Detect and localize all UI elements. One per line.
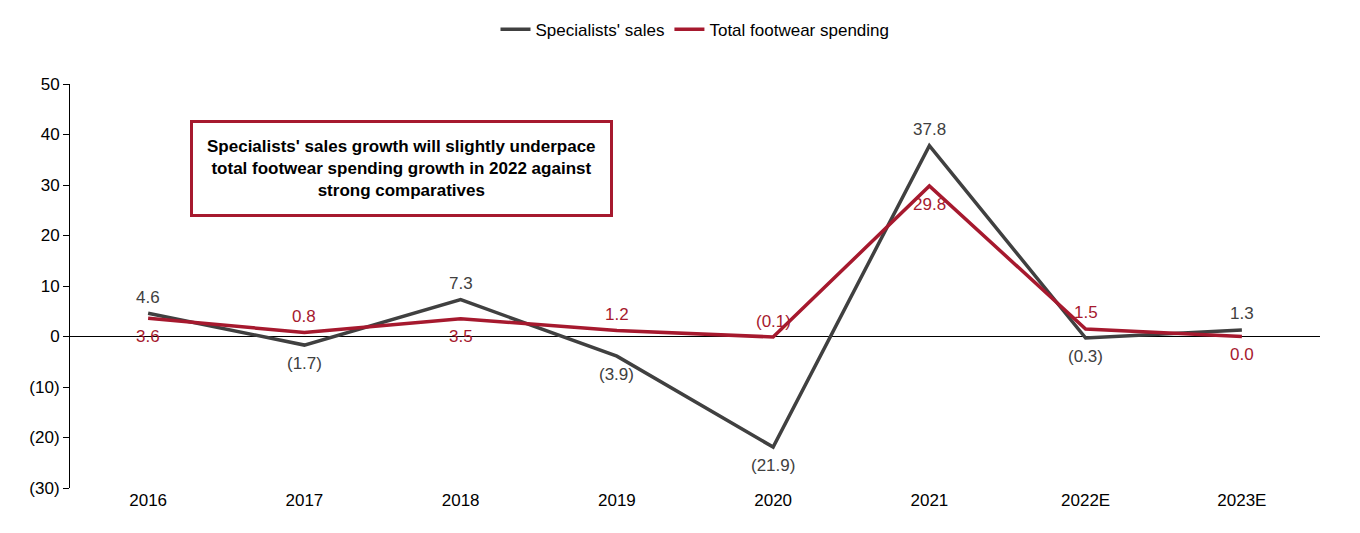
svg-text:0: 0 bbox=[50, 327, 59, 346]
svg-text:Total footwear spending: Total footwear spending bbox=[709, 21, 889, 40]
svg-text:2016: 2016 bbox=[129, 491, 167, 510]
svg-text:Specialists' sales growth will: Specialists' sales growth will slightly … bbox=[207, 137, 596, 200]
svg-text:29.8: 29.8 bbox=[913, 195, 946, 214]
svg-text:10: 10 bbox=[41, 277, 60, 296]
svg-text:2019: 2019 bbox=[598, 491, 636, 510]
svg-text:2017: 2017 bbox=[285, 491, 323, 510]
svg-text:7.3: 7.3 bbox=[449, 274, 473, 293]
svg-text:1.5: 1.5 bbox=[1074, 303, 1098, 322]
svg-text:(10): (10) bbox=[29, 378, 59, 397]
svg-text:2023E: 2023E bbox=[1217, 491, 1266, 510]
svg-text:4.6: 4.6 bbox=[136, 288, 160, 307]
svg-text:(1.7): (1.7) bbox=[287, 354, 322, 373]
svg-text:2020: 2020 bbox=[754, 491, 792, 510]
svg-text:(20): (20) bbox=[29, 428, 59, 447]
svg-text:0.0: 0.0 bbox=[1230, 345, 1254, 364]
svg-text:Specialists' sales: Specialists' sales bbox=[536, 21, 665, 40]
svg-text:1.2: 1.2 bbox=[605, 305, 629, 324]
svg-text:1.3: 1.3 bbox=[1230, 304, 1254, 323]
svg-text:(0.3): (0.3) bbox=[1068, 347, 1103, 366]
svg-text:(3.9): (3.9) bbox=[599, 365, 634, 384]
svg-text:0.8: 0.8 bbox=[292, 307, 316, 326]
svg-text:50: 50 bbox=[41, 75, 60, 94]
svg-text:3.6: 3.6 bbox=[136, 327, 160, 346]
svg-text:37.8: 37.8 bbox=[913, 120, 946, 139]
svg-text:30: 30 bbox=[41, 176, 60, 195]
svg-text:2018: 2018 bbox=[442, 491, 480, 510]
svg-text:2022E: 2022E bbox=[1061, 491, 1110, 510]
svg-text:40: 40 bbox=[41, 125, 60, 144]
svg-text:20: 20 bbox=[41, 226, 60, 245]
svg-text:(0.1): (0.1) bbox=[756, 312, 791, 331]
svg-text:(30): (30) bbox=[29, 479, 59, 498]
svg-text:3.5: 3.5 bbox=[449, 327, 473, 346]
svg-text:(21.9): (21.9) bbox=[751, 456, 795, 475]
svg-text:2021: 2021 bbox=[910, 491, 948, 510]
